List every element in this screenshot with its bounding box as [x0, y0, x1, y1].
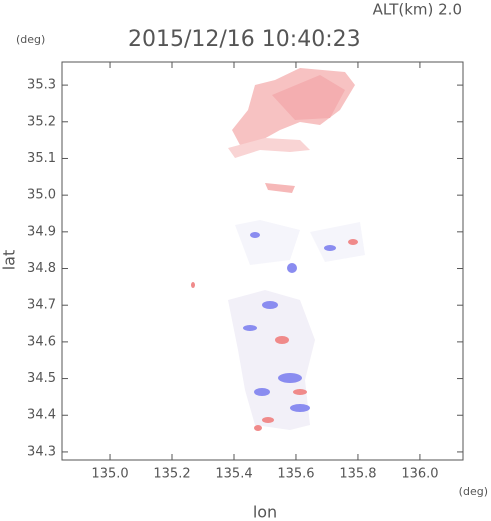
y-tick-label: 35.0 [27, 188, 56, 203]
x-unit: (deg) [459, 485, 488, 498]
y-unit: (deg) [16, 33, 45, 46]
altitude-label: ALT(km) 2.0 [373, 1, 462, 19]
y-tick-label: 34.7 [27, 298, 56, 313]
y-tick-label: 35.1 [27, 151, 56, 166]
y-tick-label: 34.4 [27, 408, 56, 423]
y-tick-label: 34.3 [27, 444, 56, 459]
x-tick-label: 135.0 [91, 467, 128, 482]
y-tick-label: 35.3 [27, 78, 56, 93]
y-tick-label: 34.9 [27, 224, 56, 239]
x-tick-label: 135.8 [339, 467, 376, 482]
x-tick-label: 135.4 [215, 467, 252, 482]
plot-frame [61, 61, 464, 461]
y-tick-label: 34.8 [27, 261, 56, 276]
radar-echo [191, 68, 365, 431]
y-tick-label: 35.2 [27, 114, 56, 129]
x-tick-label: 136.0 [401, 467, 438, 482]
chart-title: 2015/12/16 10:40:23 [128, 27, 361, 52]
y-axis-label: lat [0, 250, 19, 271]
x-tick-label: 135.2 [153, 467, 190, 482]
y-tick-label: 34.6 [27, 334, 56, 349]
x-tick-label: 135.6 [277, 467, 314, 482]
x-axis-label: lon [253, 503, 277, 521]
y-tick-label: 34.5 [27, 371, 56, 386]
